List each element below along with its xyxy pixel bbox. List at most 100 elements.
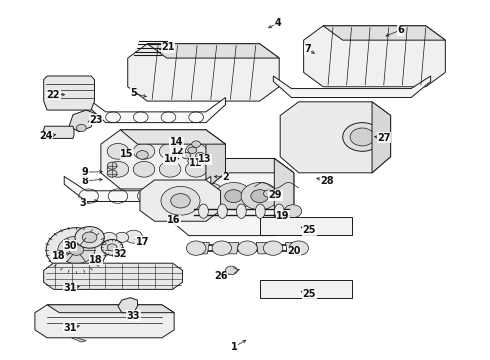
Circle shape [238,241,257,255]
Circle shape [263,241,283,255]
Polygon shape [286,242,297,254]
Circle shape [69,244,84,255]
Polygon shape [280,102,391,173]
Ellipse shape [218,204,227,219]
Text: 29: 29 [269,190,282,200]
Polygon shape [169,158,294,235]
Polygon shape [101,130,225,189]
Circle shape [107,244,117,251]
Ellipse shape [274,204,284,219]
Text: 6: 6 [397,25,404,35]
Polygon shape [304,26,445,87]
Polygon shape [44,126,74,138]
Circle shape [350,128,374,146]
Text: 7: 7 [304,44,311,54]
Polygon shape [140,180,220,221]
Text: 24: 24 [39,131,52,141]
Circle shape [159,161,181,177]
Circle shape [264,190,273,197]
Circle shape [186,241,206,255]
Circle shape [133,143,155,159]
Circle shape [75,226,104,248]
Text: 19: 19 [276,211,290,221]
Text: 28: 28 [320,176,334,186]
Text: 31: 31 [63,283,77,293]
Circle shape [289,241,309,255]
Polygon shape [64,176,211,202]
Text: 18: 18 [51,251,65,261]
Text: 31: 31 [63,323,77,333]
Text: 13: 13 [198,154,212,164]
Circle shape [82,232,97,243]
Circle shape [163,183,200,210]
Polygon shape [35,305,174,338]
Text: 8: 8 [81,176,88,186]
Text: 32: 32 [114,249,127,259]
Polygon shape [273,76,431,98]
Circle shape [115,232,129,242]
Text: 22: 22 [47,90,60,100]
Polygon shape [44,76,95,110]
Text: 26: 26 [214,271,227,281]
Circle shape [101,232,117,244]
Polygon shape [274,158,294,235]
Circle shape [107,161,129,177]
Polygon shape [197,242,209,254]
Circle shape [107,170,117,177]
Circle shape [189,183,226,210]
Ellipse shape [237,204,246,219]
Polygon shape [189,158,294,173]
Circle shape [199,190,216,203]
Circle shape [188,158,196,164]
Text: 2: 2 [222,172,229,182]
Polygon shape [69,110,96,132]
Circle shape [185,143,207,159]
Text: 16: 16 [168,215,181,225]
Text: 23: 23 [89,115,103,125]
Polygon shape [147,44,279,58]
Polygon shape [256,242,268,254]
Circle shape [196,152,204,159]
Text: 9: 9 [81,167,88,177]
Text: 33: 33 [127,311,140,320]
Circle shape [172,190,190,203]
Circle shape [185,161,207,177]
Ellipse shape [255,204,265,219]
Circle shape [46,228,107,272]
Circle shape [251,190,269,203]
Text: 21: 21 [161,42,174,52]
Polygon shape [86,98,225,123]
Polygon shape [121,130,225,144]
Text: 1: 1 [231,342,238,352]
Circle shape [133,161,155,177]
Text: 11: 11 [190,158,203,168]
Polygon shape [372,102,391,173]
Polygon shape [227,242,239,254]
Text: 18: 18 [89,255,103,265]
Text: 20: 20 [287,246,300,256]
Polygon shape [206,130,225,189]
Text: 30: 30 [63,241,77,251]
Circle shape [225,190,243,203]
Polygon shape [128,44,279,101]
Text: 3: 3 [79,198,86,208]
Circle shape [192,141,200,147]
Circle shape [107,162,117,169]
Ellipse shape [198,204,208,219]
Polygon shape [72,338,86,342]
Text: 17: 17 [136,237,149,247]
Circle shape [241,183,278,210]
Text: 4: 4 [275,18,282,28]
Polygon shape [47,305,174,313]
Text: 12: 12 [171,146,184,156]
Circle shape [171,194,190,208]
Text: 14: 14 [170,138,183,147]
Polygon shape [260,280,352,298]
Text: 5: 5 [130,88,137,98]
Polygon shape [323,26,445,40]
Circle shape [284,205,302,218]
Polygon shape [44,263,182,289]
Circle shape [225,266,237,275]
Circle shape [188,147,196,153]
Circle shape [161,186,200,215]
